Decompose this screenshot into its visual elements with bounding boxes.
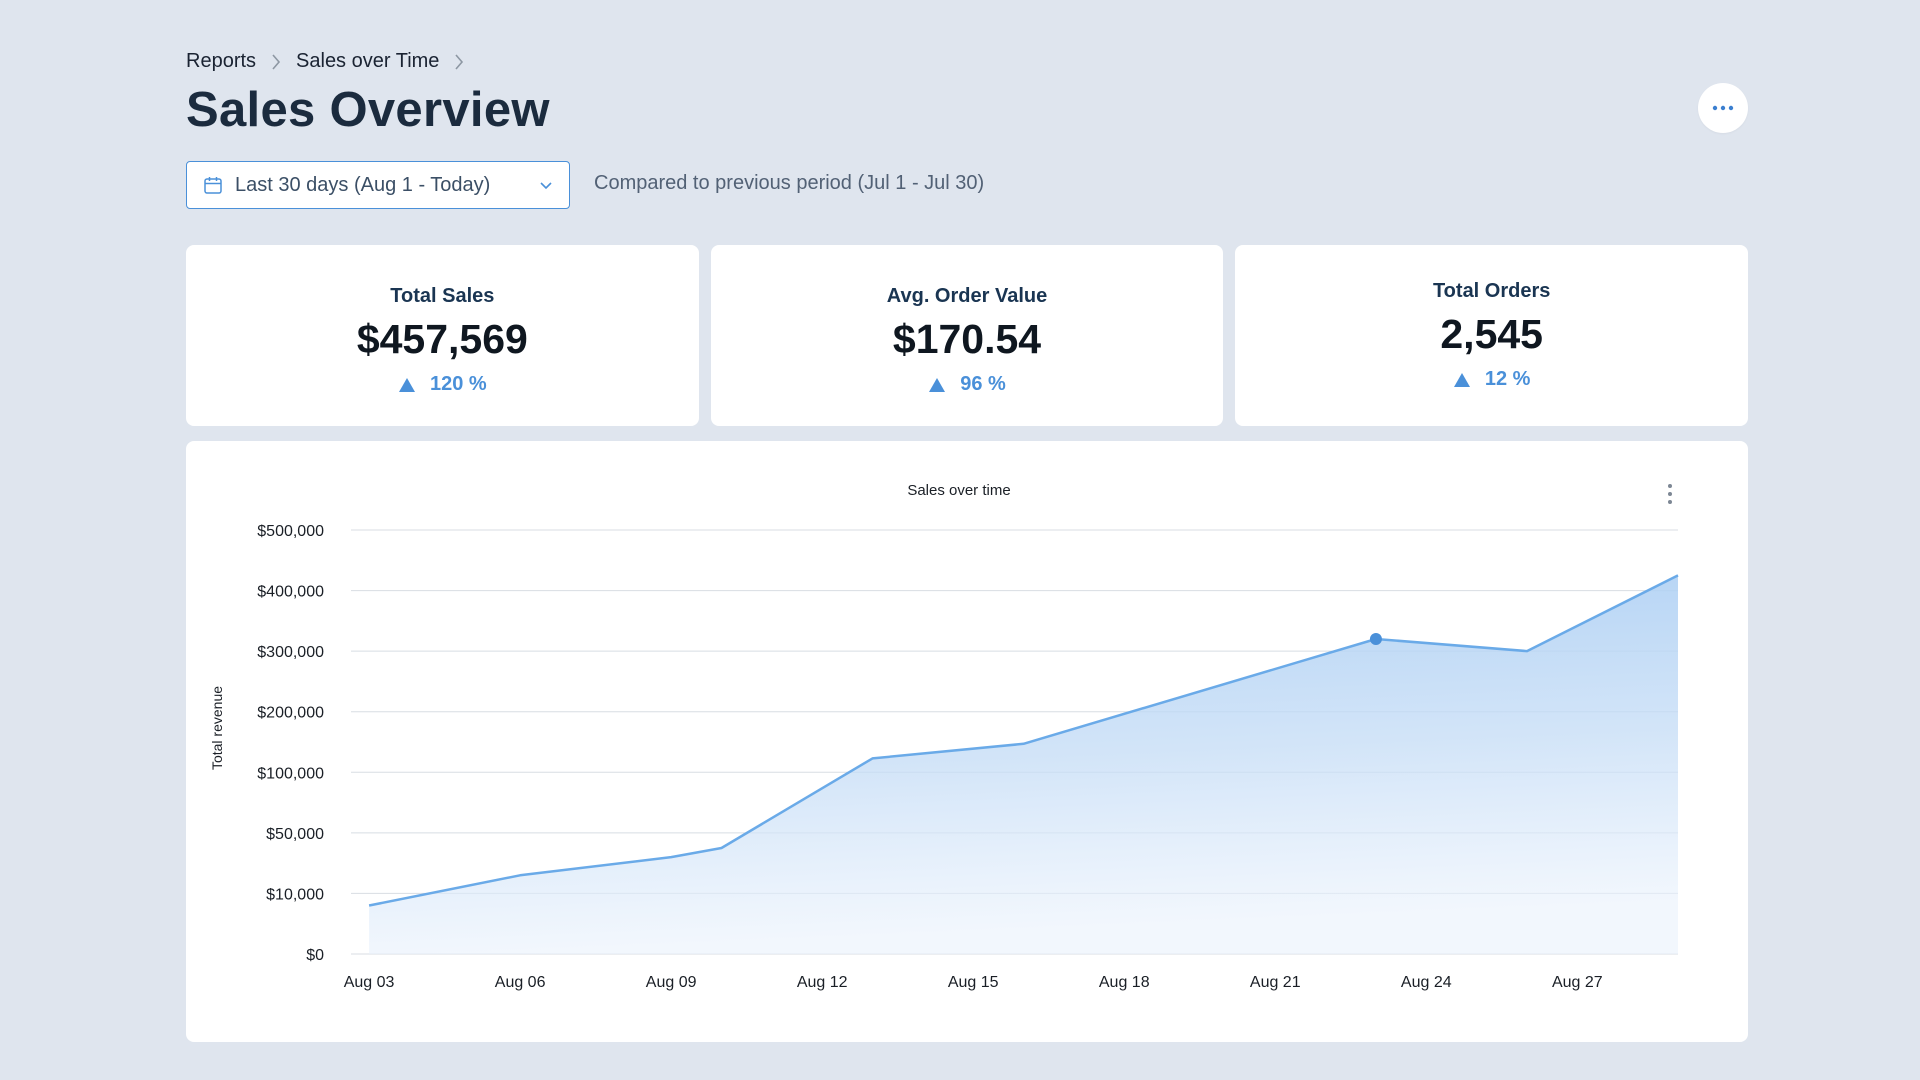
kpi-change-value: 120 % bbox=[429, 373, 487, 395]
breadcrumb: Reports Sales over Time bbox=[186, 50, 479, 73]
page-title: Sales Overview bbox=[186, 83, 550, 137]
kpi-change-value: 12 % bbox=[1484, 368, 1531, 390]
y-tick-label: $400,000 bbox=[257, 584, 324, 601]
chevron-right-icon bbox=[439, 53, 479, 71]
y-axis-label: Total revenue bbox=[209, 686, 225, 770]
triangle-up-icon bbox=[929, 377, 946, 392]
x-tick-label: Aug 27 bbox=[1552, 974, 1603, 991]
kpi-change: 120 % bbox=[398, 373, 487, 396]
x-tick-label: Aug 12 bbox=[797, 974, 848, 991]
kpi-row: Total Sales $457,569 120 % Avg. Order Va… bbox=[186, 245, 1749, 426]
ellipsis-horizontal-icon bbox=[1712, 105, 1734, 111]
kpi-card-total-sales: Total Sales $457,569 120 % bbox=[186, 245, 699, 426]
x-tick-label: Aug 15 bbox=[948, 974, 999, 991]
triangle-up-icon bbox=[1453, 372, 1470, 387]
breadcrumb-item-reports[interactable]: Reports bbox=[186, 50, 257, 72]
kpi-card-avg-order-value: Avg. Order Value $170.54 96 % bbox=[710, 245, 1224, 426]
chart-menu-button[interactable] bbox=[1660, 481, 1680, 507]
chart-title: Sales over time bbox=[907, 482, 1010, 499]
y-tick-label: $100,000 bbox=[257, 765, 324, 782]
chevron-down-icon bbox=[540, 182, 552, 190]
y-tick-label: $300,000 bbox=[257, 644, 324, 661]
y-tick-label: $500,000 bbox=[257, 523, 324, 540]
kpi-title: Avg. Order Value bbox=[886, 285, 1048, 307]
date-range-value: Last 30 days (Aug 1 - Today) bbox=[235, 173, 491, 196]
sales-over-time-chart: $0 $10,000 $50,000 $100,000 $200,000 $300,000… bbox=[209, 482, 1679, 991]
kpi-value: $457,569 bbox=[356, 316, 528, 362]
highlighted-data-point bbox=[1369, 633, 1382, 646]
breadcrumb-item-sales-over-time[interactable]: Sales over Time bbox=[296, 50, 440, 72]
kpi-change: 12 % bbox=[1453, 368, 1531, 391]
kpi-title: Total Sales bbox=[390, 285, 495, 307]
date-range-dropdown[interactable]: Last 30 days (Aug 1 - Today) bbox=[186, 161, 570, 209]
y-tick-label: $200,000 bbox=[257, 705, 324, 722]
x-tick-label: Aug 06 bbox=[495, 974, 546, 991]
ellipsis-vertical-icon bbox=[1668, 484, 1672, 504]
comparison-text: Compared to previous period (Jul 1 - Jul… bbox=[594, 172, 985, 194]
x-tick-label: Aug 09 bbox=[646, 974, 697, 991]
x-tick-label: Aug 21 bbox=[1250, 974, 1301, 991]
kpi-value: $170.54 bbox=[892, 316, 1042, 362]
series-line bbox=[368, 574, 1679, 907]
more-actions-button[interactable] bbox=[1698, 83, 1748, 133]
x-tick-label: Aug 24 bbox=[1401, 974, 1452, 991]
kpi-title: Total Orders bbox=[1432, 280, 1551, 302]
x-tick-label: Aug 18 bbox=[1099, 974, 1150, 991]
kpi-change: 96 % bbox=[928, 373, 1006, 396]
kpi-card-total-orders: Total Orders 2,545 12 % bbox=[1235, 245, 1749, 426]
sales-chart-card: $0 $10,000 $50,000 $100,000 $200,000 $300,000… bbox=[186, 441, 1748, 1042]
y-tick-label: $10,000 bbox=[266, 886, 324, 903]
kpi-change-value: 96 % bbox=[960, 373, 1006, 395]
y-tick-label: $0 bbox=[306, 947, 324, 964]
x-tick-label: Aug 03 bbox=[344, 974, 395, 991]
y-tick-label: $50,000 bbox=[266, 826, 324, 843]
kpi-value: 2,545 bbox=[1440, 311, 1543, 357]
series-area bbox=[369, 575, 1679, 954]
triangle-up-icon bbox=[398, 377, 415, 392]
calendar-icon bbox=[204, 177, 222, 194]
chevron-right-icon bbox=[256, 53, 296, 71]
